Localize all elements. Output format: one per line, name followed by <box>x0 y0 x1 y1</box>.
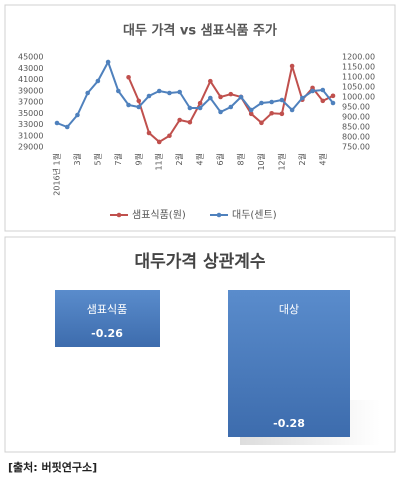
x-tick-label: 11월 <box>154 153 164 171</box>
x-tick-label: 2월 <box>297 153 307 165</box>
point <box>310 88 315 94</box>
point <box>167 90 172 96</box>
x-tick-label: 3월 <box>72 153 82 165</box>
point <box>136 98 142 104</box>
y-tick-label: 43000 <box>18 64 43 73</box>
y2-tick-label: 1000.00 <box>342 93 375 102</box>
point <box>279 97 285 103</box>
point <box>228 91 234 97</box>
point <box>197 100 203 106</box>
x-tick-label: 7월 <box>113 153 123 165</box>
point <box>177 117 182 123</box>
y-tick-label: 29000 <box>18 143 43 152</box>
y-tick-label: 35000 <box>18 109 43 118</box>
point <box>279 111 285 117</box>
point <box>320 87 326 93</box>
point <box>238 94 244 100</box>
y-tick-label: 41000 <box>18 75 43 84</box>
legend-label: 샘표식품(원) <box>132 209 186 221</box>
x-tick-label: 9월 <box>133 153 143 165</box>
y-tick-label: 31000 <box>18 131 43 140</box>
point <box>300 95 305 101</box>
box <box>228 290 350 437</box>
y2-tick-label: 800.00 <box>342 133 370 142</box>
point <box>156 139 162 145</box>
point <box>289 63 295 69</box>
y2-tick-label: 1200.00 <box>342 53 375 62</box>
x-tick-label: 12월 <box>276 153 286 171</box>
source: [출처: 버핏연구소] <box>8 460 97 474</box>
point <box>75 112 80 118</box>
y2-tick-label: 750.00 <box>342 143 370 152</box>
point <box>289 107 295 113</box>
point <box>126 74 131 80</box>
x-tick-label: 8월 <box>236 153 246 165</box>
point <box>218 94 223 100</box>
x-tick-label: 2016년 1월 <box>52 153 62 196</box>
item-value: -0.26 <box>91 327 123 340</box>
series-line <box>56 59 334 129</box>
y2-tick-label: 950.00 <box>342 103 370 112</box>
legend-swatch <box>216 212 222 218</box>
point <box>259 100 264 106</box>
point <box>218 109 223 115</box>
point <box>208 95 213 101</box>
point <box>105 59 111 65</box>
point <box>64 124 70 130</box>
point <box>187 105 193 111</box>
point <box>95 78 101 84</box>
point <box>248 111 254 117</box>
point <box>259 120 264 126</box>
point <box>197 105 203 111</box>
x-tick-label: 5월 <box>92 153 102 165</box>
point <box>126 102 131 108</box>
point <box>136 104 142 110</box>
legend-swatch <box>116 212 122 218</box>
point <box>146 93 152 99</box>
x-tick-label: 10월 <box>256 153 266 171</box>
item-name: 대상 <box>279 303 299 316</box>
box <box>55 290 160 347</box>
chart-title: 대두 가격 vs 샘표식품 주가 <box>123 23 277 39</box>
point <box>167 133 172 139</box>
y2-tick-label: 1050.00 <box>342 83 375 92</box>
x-tick-label: 6월 <box>215 153 225 165</box>
point <box>269 110 274 116</box>
item-value: -0.28 <box>273 417 305 430</box>
point <box>330 93 336 99</box>
point <box>146 130 152 136</box>
point <box>228 104 234 110</box>
y-tick-label: 33000 <box>18 120 43 129</box>
point <box>116 88 121 94</box>
point <box>177 89 182 95</box>
y-tick-label: 37000 <box>18 98 43 107</box>
y-tick-label: 45000 <box>18 53 43 62</box>
x-tick-label: 2월 <box>174 153 184 165</box>
point <box>330 100 336 106</box>
point <box>187 119 193 125</box>
chart-frame <box>4 4 396 232</box>
point <box>156 88 162 94</box>
item-name: 샘표식품 <box>87 303 127 316</box>
point <box>320 98 326 104</box>
point <box>248 107 254 113</box>
y2-tick-label: 1150.00 <box>342 63 375 72</box>
y2-tick-label: 850.00 <box>342 123 370 132</box>
y2-tick-label: 1100.00 <box>342 73 375 82</box>
legend-label: 대두(센트) <box>232 209 277 221</box>
x-tick-label: 4월 <box>317 153 327 165</box>
point <box>208 78 213 84</box>
point <box>269 99 274 105</box>
y2-tick-label: 900.00 <box>342 113 370 122</box>
panel-title: 대두가격 상관계수 <box>134 252 265 272</box>
y-tick-label: 39000 <box>18 86 43 95</box>
point <box>85 90 90 96</box>
x-tick-label: 4월 <box>195 153 205 165</box>
point <box>54 120 60 126</box>
